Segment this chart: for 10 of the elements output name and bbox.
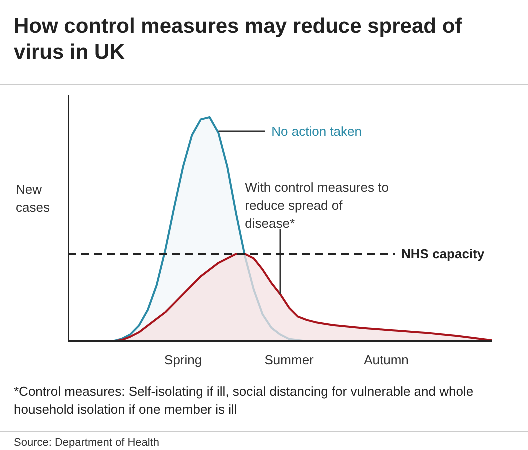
series-label: With control measures to reduce spread of disease* xyxy=(245,180,389,232)
text: *Control measures: Self-isolating if ill, social distancing for vulnerable and whole household isolation if one member is ill xyxy=(14,383,475,418)
x-tick-label: Spring xyxy=(164,352,202,368)
source-note: Source: Department of Health xyxy=(14,436,160,450)
x-tick-label: Summer xyxy=(264,352,315,368)
chart-title: How control measures may reduce spread of virus in UK xyxy=(14,14,464,66)
x-tick-label: Autumn xyxy=(364,352,409,368)
text: No action taken xyxy=(272,124,362,139)
ref-line-label: NHS capacity xyxy=(402,246,486,262)
y-axis-title: New cases xyxy=(16,181,50,216)
